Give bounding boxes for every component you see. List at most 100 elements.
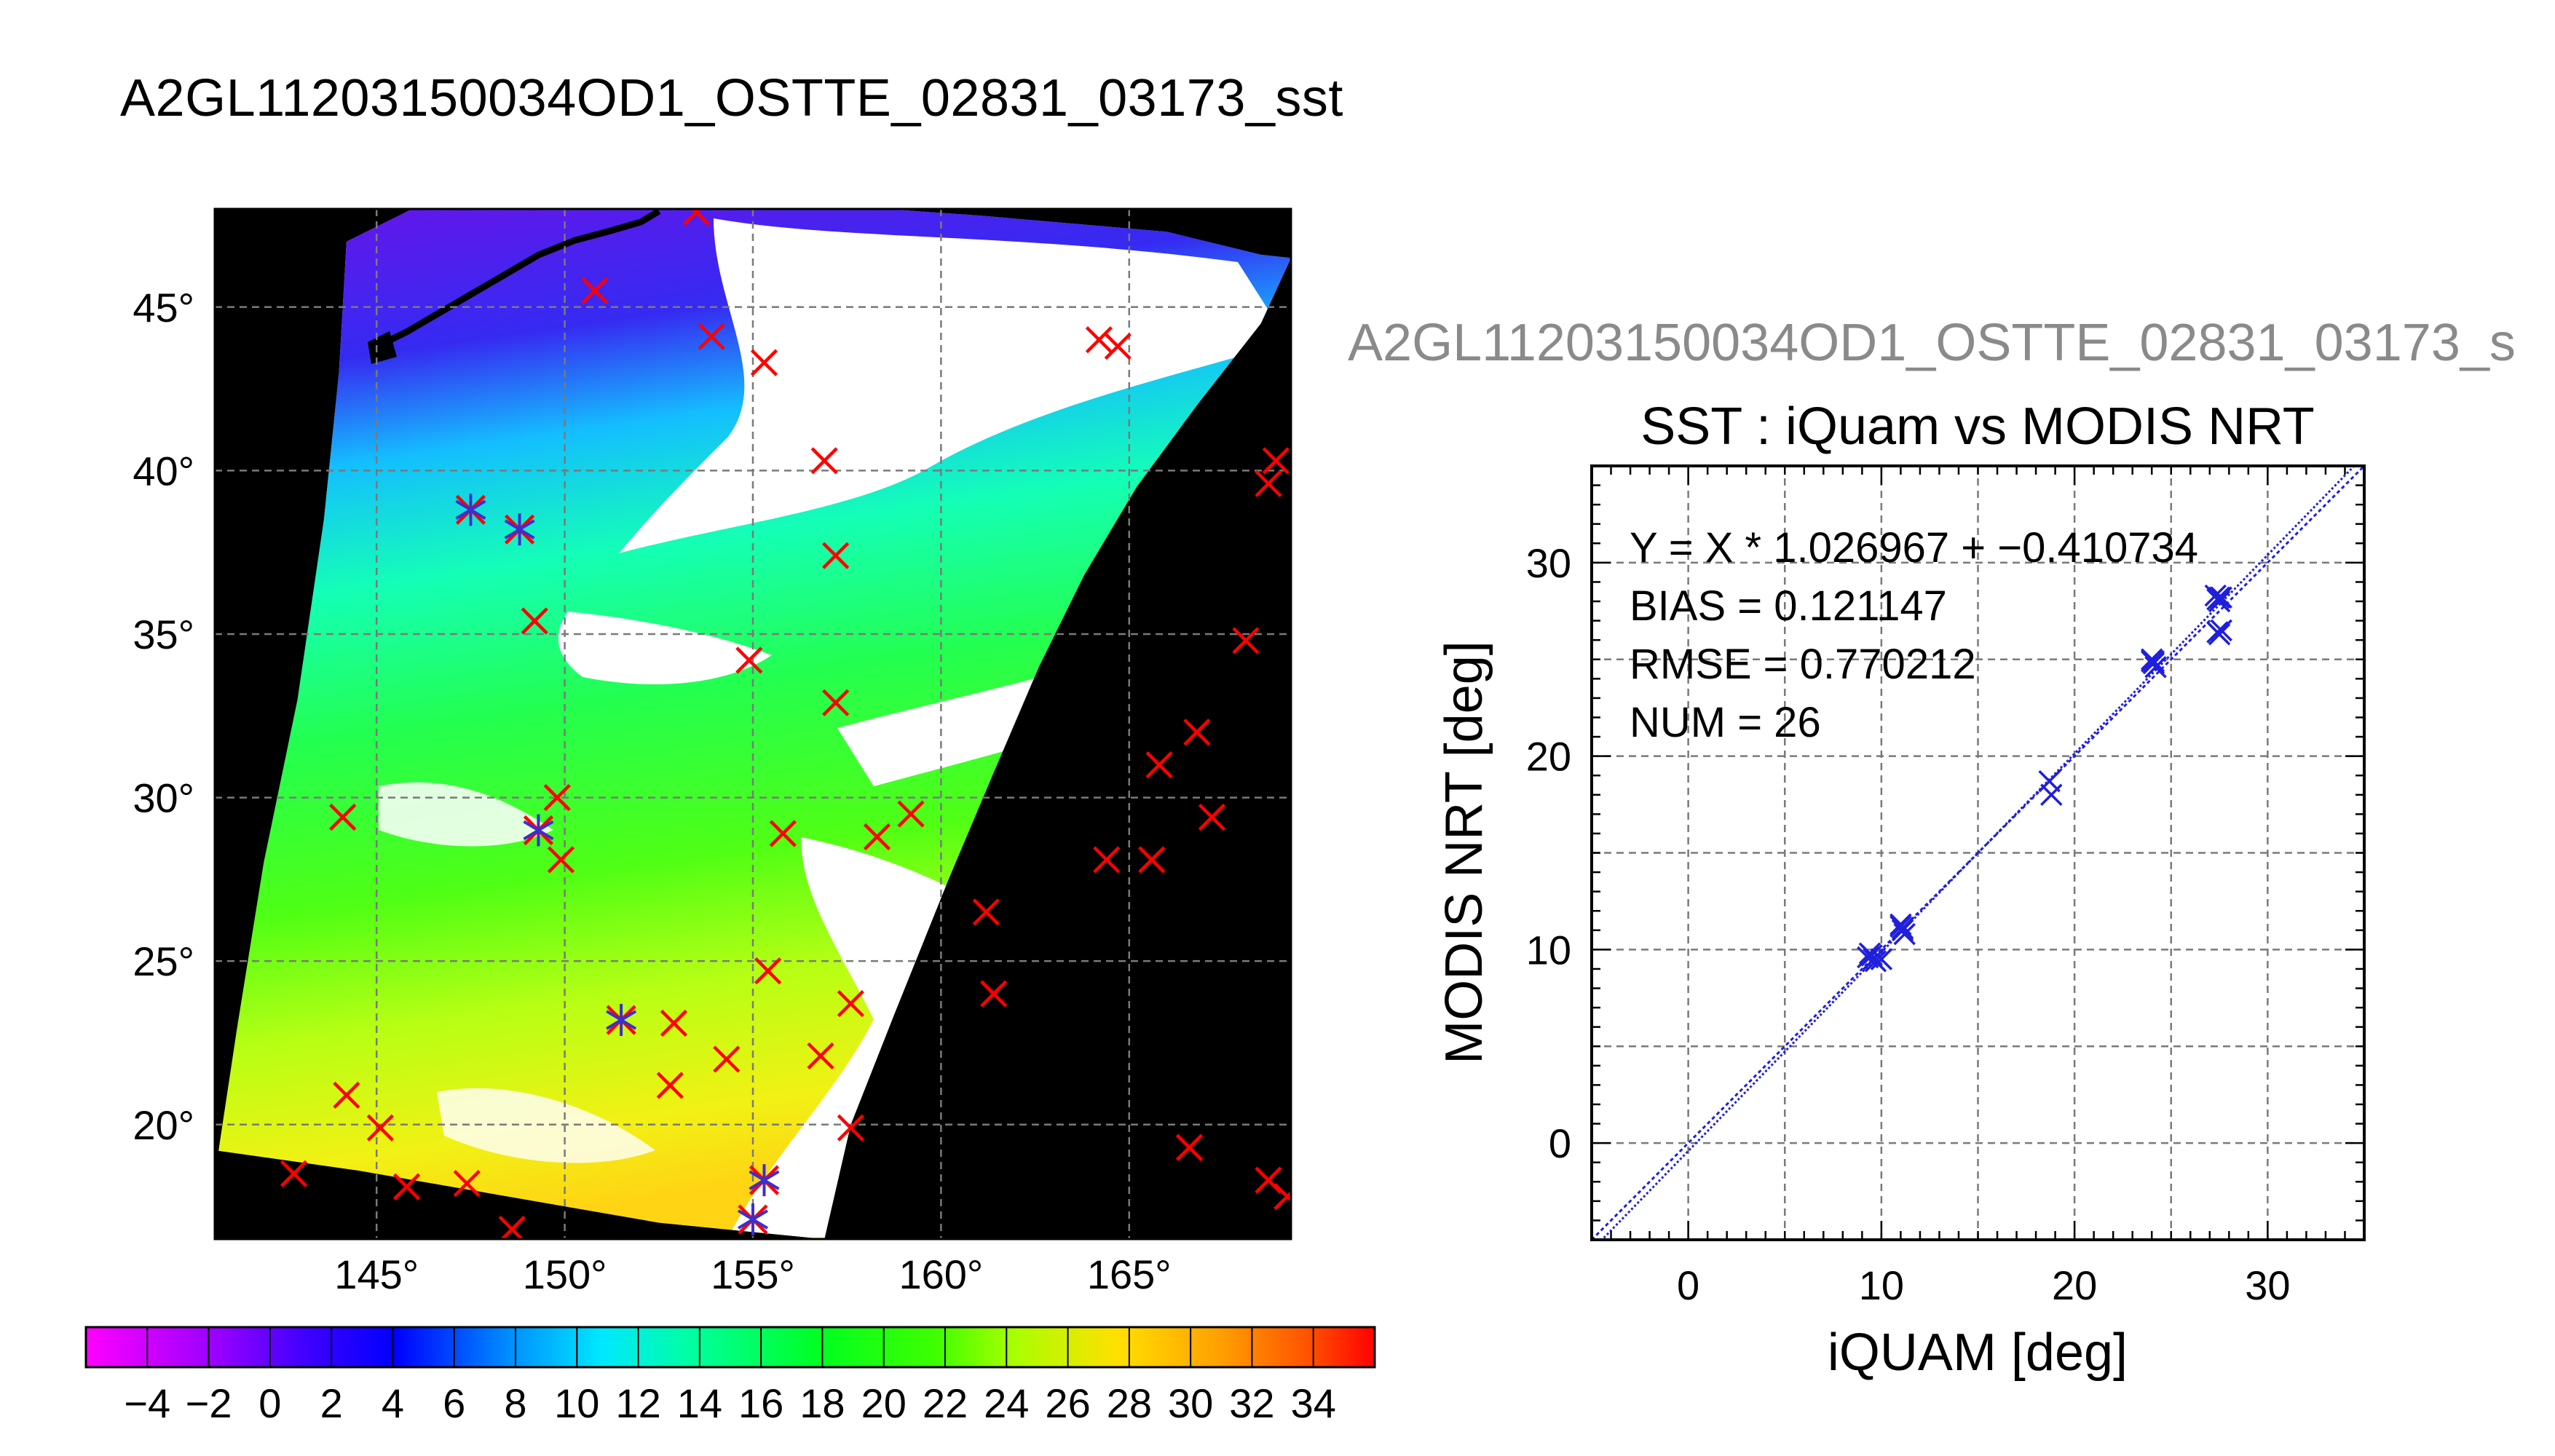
data-point <box>2204 584 2227 607</box>
marker <box>1273 1183 1291 1211</box>
marker <box>972 898 1000 926</box>
colorbar-label: 22 <box>923 1380 968 1426</box>
marker <box>837 1114 864 1142</box>
matchup-marker <box>749 1164 780 1197</box>
data-point <box>2040 783 2063 807</box>
data-point <box>2210 619 2232 642</box>
scatter-frame <box>1590 464 2366 1241</box>
scatter-points <box>1857 584 2232 973</box>
latitude-label: 45° <box>133 285 194 331</box>
marker <box>1232 627 1260 654</box>
data-point <box>1858 942 1881 965</box>
longitude-label: 145° <box>334 1251 419 1297</box>
x-axis-label: iQUAM [deg] <box>1828 1324 2128 1382</box>
statistics-line: BIAS = 0.121147 <box>1630 582 1947 630</box>
colorbar-fill <box>86 1327 1375 1367</box>
colorbar-label: 28 <box>1107 1380 1152 1426</box>
colorbar-label: 32 <box>1229 1380 1274 1426</box>
marker <box>366 1114 394 1142</box>
marker <box>1085 326 1113 354</box>
data-point <box>2038 769 2061 793</box>
data-point <box>2142 650 2165 673</box>
marker <box>1145 751 1173 779</box>
data-point <box>2208 586 2231 609</box>
marker <box>1104 333 1132 360</box>
colorbar-label: 26 <box>1045 1380 1090 1426</box>
x-tick-label: 10 <box>1859 1262 1904 1308</box>
marker <box>897 800 925 828</box>
colorbar-frame <box>84 1326 1376 1369</box>
data-point <box>1891 917 1914 940</box>
data-point <box>1891 919 1914 942</box>
data-point <box>1857 946 1879 969</box>
buoy-markers <box>280 209 1291 1239</box>
matchup-marker <box>523 814 554 847</box>
marker <box>822 689 850 716</box>
marker <box>656 1072 684 1099</box>
statistics-line: RMSE = 0.770212 <box>1630 641 1976 688</box>
x-tick-label: 30 <box>2245 1262 2290 1308</box>
data-point <box>1870 948 1893 970</box>
colorbar-label: 12 <box>615 1380 660 1426</box>
latitude-label: 25° <box>133 938 194 984</box>
y-tick-label: 0 <box>1549 1120 1571 1166</box>
marker <box>769 820 797 847</box>
marker <box>698 323 725 350</box>
sst-map-panel: 45° 40° 35° 30° 25° 20° 145° 150° 155° 160° 165° <box>133 207 1292 1297</box>
marker <box>807 1042 834 1070</box>
marker <box>837 989 864 1018</box>
colorbar-label: 20 <box>861 1380 907 1426</box>
marker <box>521 607 548 635</box>
y-axis-label: MODIS NRT [deg] <box>1435 641 1493 1064</box>
marker <box>754 957 782 985</box>
marker <box>1255 470 1282 497</box>
data-point <box>1863 948 1885 970</box>
map-grid <box>215 209 1291 1239</box>
marker <box>1175 1133 1204 1161</box>
data-point <box>2210 586 2232 609</box>
marker <box>1198 803 1226 831</box>
statistics-line: NUM = 26 <box>1630 699 1821 746</box>
colorbar-label: −4 <box>124 1380 170 1426</box>
coastline <box>369 209 661 353</box>
marker <box>498 1215 526 1239</box>
marker <box>333 1081 360 1109</box>
colorbar-label: −2 <box>186 1380 232 1426</box>
map-frame <box>213 207 1292 1241</box>
colorbar-label: 30 <box>1168 1380 1213 1426</box>
latitude-label: 35° <box>133 612 194 657</box>
matchup-marker <box>504 513 535 546</box>
matchup-marker <box>737 1203 769 1236</box>
marker <box>713 1045 741 1073</box>
marker <box>1183 719 1211 746</box>
longitude-label: 165° <box>1087 1251 1172 1297</box>
y-tick-labels: 0 10 20 30 <box>1526 540 1571 1166</box>
marker <box>1262 447 1290 475</box>
colorbar-label: 4 <box>382 1380 404 1426</box>
colorbar-label: 6 <box>443 1380 465 1426</box>
y-tick-label: 20 <box>1526 734 1571 780</box>
marker <box>329 803 357 831</box>
colorbar-labels: −4 −2 0 2 4 6 8 10 12 14 16 18 20 22 24 26 28 30 32 34 <box>124 1380 1336 1426</box>
colorbar-label: 24 <box>984 1380 1029 1426</box>
page-title: A2GL11203150034OD1_OSTTE_02831_03173_sst <box>120 69 1343 127</box>
one-to-one-line <box>1592 466 2364 1240</box>
marker <box>581 277 609 304</box>
marker <box>810 447 838 475</box>
marker <box>980 980 1008 1008</box>
marker <box>392 1173 421 1200</box>
y-tick-label: 10 <box>1526 927 1571 973</box>
regression-line <box>1600 466 2356 1240</box>
marker <box>660 1009 688 1037</box>
data-point <box>2140 650 2163 673</box>
colorbar-label: 10 <box>554 1380 599 1426</box>
latitude-label: 20° <box>133 1102 194 1148</box>
statistics-annotation: Y = X * 1.026967 + −0.410734 BIAS = 0.121… <box>1630 524 2198 746</box>
data-point <box>2144 656 2167 678</box>
latitude-label: 40° <box>133 448 194 494</box>
marker <box>822 542 850 569</box>
longitude-label: 160° <box>899 1251 983 1297</box>
data-point <box>2206 621 2229 644</box>
colorbar-label: 14 <box>677 1380 722 1426</box>
